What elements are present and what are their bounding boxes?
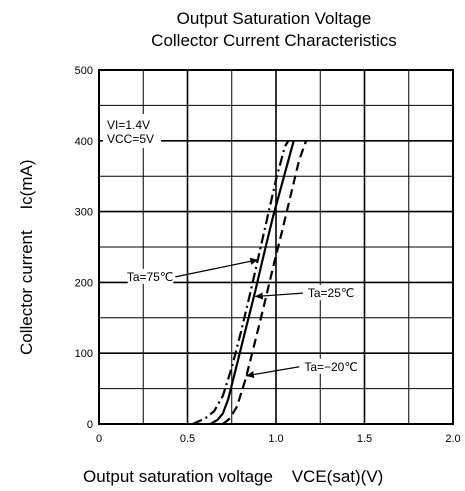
- y-tick-label: 100: [75, 348, 93, 360]
- chart-title-line2: Collector Current Characteristics: [151, 31, 397, 50]
- annotation-leader: [245, 366, 300, 377]
- y-tick-label: 300: [75, 207, 93, 219]
- annotation-label-bg: [304, 285, 351, 301]
- y-tick-label: 500: [75, 65, 93, 77]
- condition-vcc: VCC=5V: [107, 132, 154, 146]
- condition-vi: VI=1.4V: [107, 118, 150, 132]
- annotation-label: Ta=25℃: [308, 286, 355, 300]
- y-tick-label: 400: [75, 136, 93, 148]
- y-tick-label: 200: [75, 277, 93, 289]
- series-line: [192, 140, 290, 425]
- x-tick-label: 2.0: [445, 433, 460, 445]
- annotation-leader: [175, 259, 259, 278]
- x-axis-label-text: Output saturation voltage: [83, 467, 273, 486]
- series-line: [222, 140, 308, 425]
- x-tick-label: 1.5: [357, 433, 372, 445]
- annotation-arrowhead: [254, 292, 263, 300]
- y-axis-label-symbol: Ic(mA): [17, 160, 36, 210]
- annotation-label-bg: [127, 268, 174, 284]
- annotations-group: Ta=75℃ Ta=25℃ Ta=−20℃: [127, 257, 358, 378]
- condition-box: VI=1.4V VCC=5V: [103, 114, 161, 148]
- chart-title-line1: Output Saturation Voltage: [177, 9, 372, 28]
- y-axis-label: Collector current Ic(mA): [17, 160, 36, 356]
- tick-labels: 0 0.5 1.0 1.5 2.0 0 100 200 300 400 500: [75, 65, 461, 445]
- x-axis-label: Output saturation voltage VCE(sat)(V): [83, 467, 383, 486]
- x-tick-label: 1.0: [268, 433, 283, 445]
- series-line: [209, 140, 295, 425]
- annotation-label: Ta=75℃: [127, 270, 174, 284]
- x-tick-label: 0: [96, 433, 102, 445]
- condition-box-bg: [103, 114, 161, 148]
- annotation-arrowhead: [249, 257, 259, 265]
- series-group: [192, 140, 308, 425]
- annotation-leader: [254, 292, 303, 298]
- annotation-label-bg: [301, 358, 354, 374]
- y-axis-label-text: Collector current: [17, 230, 36, 355]
- y-tick-label: 0: [87, 419, 93, 431]
- annotation-label: Ta=−20℃: [304, 360, 358, 374]
- x-axis-label-symbol: VCE(sat)(V): [292, 467, 384, 486]
- annotation-arrowhead: [245, 371, 255, 378]
- plot-frame: [98, 69, 454, 425]
- x-tick-label: 0.5: [180, 433, 195, 445]
